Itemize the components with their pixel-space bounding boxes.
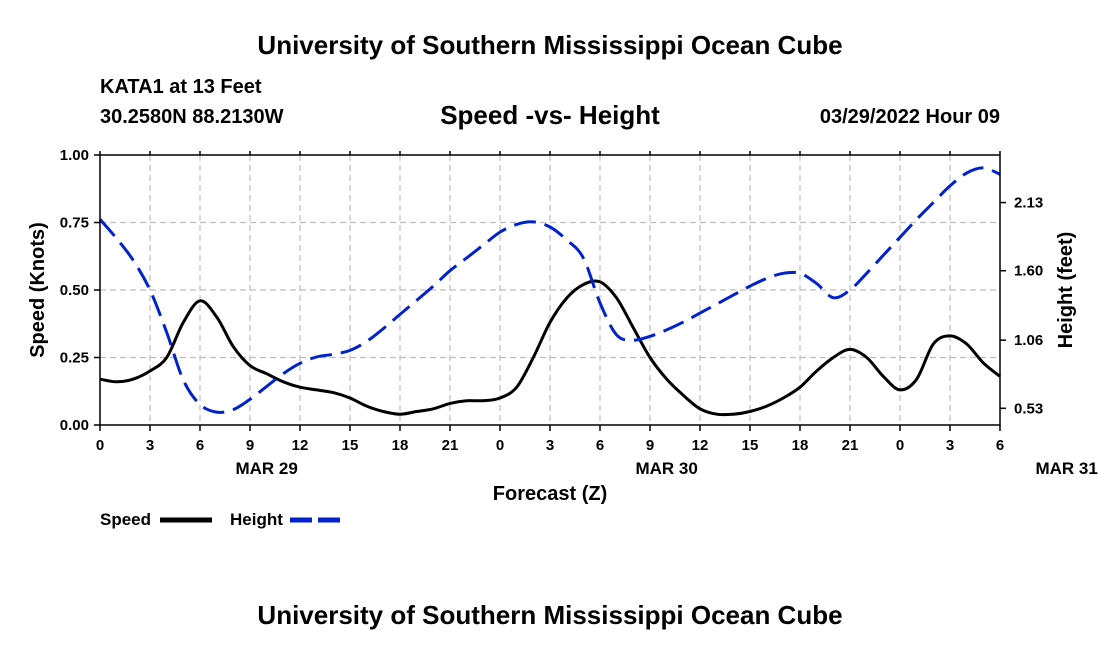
x-tick-label: 0 <box>496 437 504 454</box>
x-tick-label: 21 <box>842 437 859 454</box>
x-tick-label: 15 <box>742 437 759 454</box>
y-right-tick-label: 1.60 <box>1014 263 1043 280</box>
chart-subtitle: Speed -vs- Height <box>440 100 660 130</box>
x-tick-label: 6 <box>196 437 204 454</box>
series-line-speed <box>99 279 1001 417</box>
y-left-tick-label: 0.50 <box>60 282 89 299</box>
y-right-tick-label: 0.53 <box>1014 400 1043 417</box>
y-left-tick-label: 0.75 <box>60 215 89 232</box>
x-tick-label: 3 <box>546 437 554 454</box>
axes: 0 3 6 9 12 15 18 21 0 3 6 9 12 15 18 21 0 3 6 0.00 0.25 0.50 0… <box>27 147 1098 505</box>
x-tick-label: 12 <box>692 437 709 454</box>
x-tick-label: 12 <box>292 437 309 454</box>
date-label: MAR 29 <box>235 459 297 478</box>
x-tick-label: 0 <box>896 437 904 454</box>
x-tick-label: 3 <box>146 437 154 454</box>
grid <box>100 155 1000 425</box>
date-label: MAR 30 <box>635 459 697 478</box>
date-label: MAR 31 <box>1035 459 1097 478</box>
x-axis-title: Forecast (Z) <box>493 483 607 505</box>
coordinates-label: 30.2580N 88.2130W <box>100 106 284 128</box>
y-right-axis-title: Height (feet) <box>1055 232 1077 349</box>
legend: Speed Height <box>100 510 342 529</box>
y-right-tick-label: 2.13 <box>1014 195 1043 212</box>
x-tick-label: 18 <box>792 437 809 454</box>
x-tick-label: 15 <box>342 437 359 454</box>
legend-label-height: Height <box>230 510 283 529</box>
x-tick-label: 18 <box>392 437 409 454</box>
x-tick-label: 21 <box>442 437 459 454</box>
series-line-height <box>98 166 1001 414</box>
x-tick-label: 0 <box>96 437 104 454</box>
forecast-datetime: 03/29/2022 Hour 09 <box>819 106 1000 128</box>
x-tick-label: 3 <box>946 437 954 454</box>
station-label: KATA1 at 13 Feet <box>100 76 262 98</box>
footer-title: University of Southern Mississippi Ocean… <box>257 600 843 630</box>
y-left-axis-title: Speed (Knots) <box>27 222 49 358</box>
x-tick-label: 9 <box>246 437 254 454</box>
legend-label-speed: Speed <box>100 510 151 529</box>
y-left-tick-label: 0.25 <box>60 350 89 367</box>
chart-title: University of Southern Mississippi Ocean… <box>257 30 843 60</box>
y-left-tick-label: 1.00 <box>60 147 89 164</box>
series-layer <box>98 166 1001 417</box>
x-tick-label: 6 <box>596 437 604 454</box>
y-left-tick-label: 0.00 <box>60 417 89 434</box>
x-tick-label: 9 <box>646 437 654 454</box>
y-right-tick-label: 1.06 <box>1014 332 1043 349</box>
x-tick-label: 6 <box>996 437 1004 454</box>
